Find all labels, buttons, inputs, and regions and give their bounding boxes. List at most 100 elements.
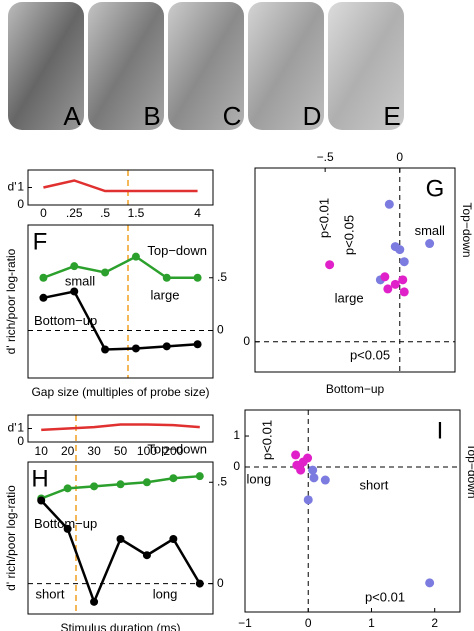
y-tick-label: 1: [17, 180, 24, 194]
photo: [88, 2, 164, 130]
series-line: [43, 179, 198, 193]
y-tick-label: 0: [217, 576, 224, 590]
y-axis-label: d' rich/poor log-ratio: [4, 248, 18, 354]
axes-frame: [244, 409, 461, 613]
data-point: [142, 551, 151, 560]
photo-label: A: [63, 101, 81, 131]
data-point: [116, 535, 125, 544]
photo-label: B: [143, 101, 160, 131]
data-point: [131, 344, 140, 353]
x-tick-label: 0: [40, 206, 47, 220]
data-point: [90, 597, 99, 606]
y-tick-label: 0: [217, 323, 224, 337]
annotation: long: [153, 586, 178, 601]
y-tick-label: 0: [17, 434, 24, 448]
data-point: [162, 273, 171, 282]
x-tick-label: 4: [194, 206, 201, 220]
data-point: [70, 262, 79, 271]
annotation: p<0.01: [316, 198, 331, 238]
y-tick-label: 1: [233, 428, 240, 442]
data-point: [101, 268, 110, 277]
x-tick-label: 20: [61, 444, 75, 458]
series-label: Top−down: [147, 243, 207, 258]
axes-frame: [27, 461, 214, 615]
x-axis-label: Stimulus duration (ms): [60, 621, 180, 631]
annotation: p<0.05: [341, 215, 356, 255]
data-point: [39, 293, 48, 302]
x-tick-label: 10: [35, 444, 49, 458]
x-tick-label: 0: [396, 150, 403, 164]
x-axis-label: Gap size (multiples of probe size): [31, 385, 209, 399]
data-point: [131, 252, 140, 261]
data-point: [63, 484, 72, 493]
series-line: [42, 255, 198, 280]
data-point: [425, 239, 435, 249]
data-point: [303, 495, 313, 505]
x-tick-label: .25: [66, 206, 83, 220]
data-point: [169, 535, 178, 544]
y-axis-label: d' rich/poor log-ratio: [4, 485, 18, 591]
series-label: Bottom−up: [34, 313, 97, 328]
y-axis-label: Top−down: [465, 443, 474, 498]
series-label: short: [360, 478, 389, 493]
data-point: [162, 342, 171, 351]
data-point: [195, 472, 204, 481]
series-label: long: [246, 471, 271, 486]
axes-frame: [27, 224, 214, 379]
panel-letter: F: [33, 228, 48, 255]
data-point: [395, 245, 405, 255]
data-point: [37, 496, 46, 505]
y-tick-label: 0: [243, 334, 250, 348]
x-tick-label: 1.5: [128, 206, 145, 220]
data-point: [320, 475, 330, 485]
data-point: [296, 465, 306, 475]
data-point: [169, 474, 178, 483]
data-point: [390, 279, 400, 289]
annotation: p<0.01: [365, 589, 405, 604]
series-line: [43, 290, 198, 351]
data-point: [90, 482, 99, 491]
y-axis-label: d': [8, 180, 17, 194]
data-point: [380, 272, 390, 282]
data-point: [291, 450, 301, 460]
data-point: [39, 273, 48, 282]
data-point: [325, 260, 335, 270]
panel-letter: H: [31, 465, 48, 492]
series-line: [41, 423, 200, 432]
data-point: [399, 257, 409, 267]
data-point: [398, 275, 408, 285]
data-point: [101, 345, 110, 354]
y-tick-label: 0: [233, 459, 240, 473]
y-axis-label: Top−down: [460, 202, 474, 257]
x-tick-label: 0: [305, 616, 312, 630]
data-point: [142, 478, 151, 487]
axes-frame: [27, 169, 214, 206]
data-point: [308, 465, 318, 475]
y-tick-label: .5: [217, 270, 227, 284]
x-tick-label: 2: [431, 616, 438, 630]
x-tick-label: 200: [163, 444, 183, 458]
panel-letter: I: [437, 417, 444, 444]
data-point: [195, 579, 204, 588]
axes-frame: [254, 167, 456, 373]
data-point: [116, 480, 125, 489]
annotation: p<0.01: [259, 420, 274, 460]
photo: [8, 2, 84, 130]
annotation: large: [151, 287, 180, 302]
x-axis-label: Bottom−up: [326, 382, 385, 396]
photo-label: C: [223, 101, 242, 131]
photo-label: D: [303, 101, 322, 131]
annotation: p<0.05: [350, 347, 390, 362]
data-point: [425, 578, 435, 588]
x-tick-label: 30: [87, 444, 101, 458]
y-axis-label: d': [8, 421, 17, 435]
annotation: short: [36, 586, 65, 601]
x-tick-label: −.5: [317, 150, 334, 164]
series-label: small: [415, 223, 445, 238]
photo: [168, 2, 244, 130]
data-point: [303, 453, 313, 463]
series-label: Bottom−up: [34, 516, 97, 531]
data-point: [70, 287, 79, 296]
data-point: [309, 473, 319, 483]
